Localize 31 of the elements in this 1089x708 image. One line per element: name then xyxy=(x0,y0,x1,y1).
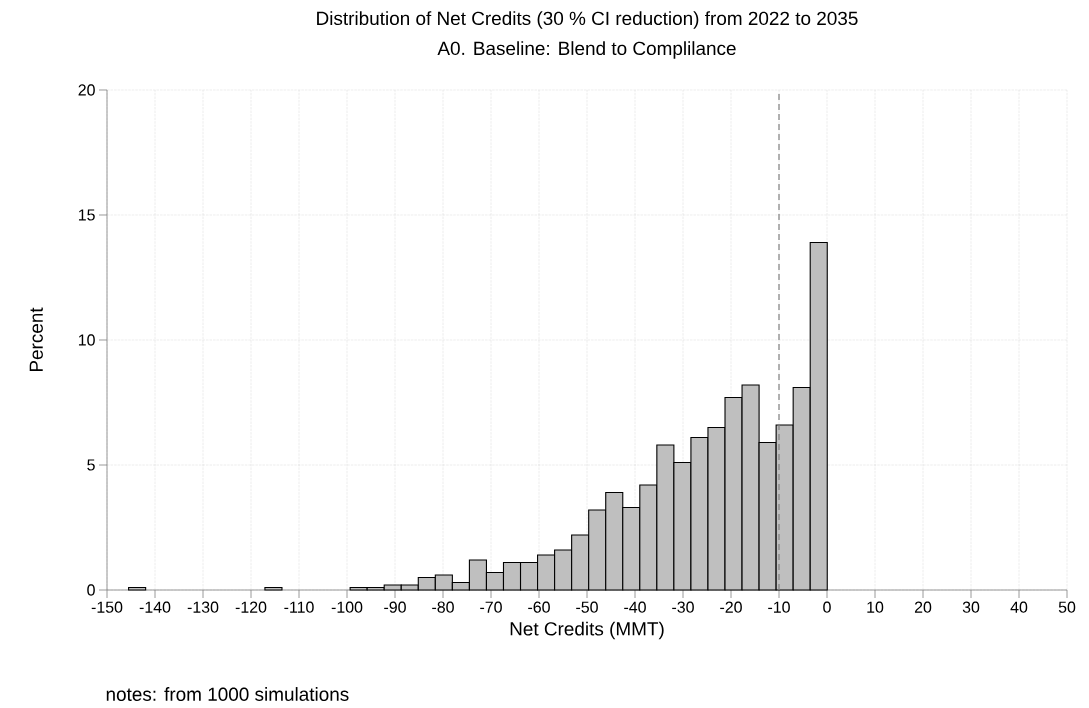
x-tick-label: -140 xyxy=(139,601,171,613)
y-axis-title: Percent xyxy=(29,307,43,372)
chart-title: Distribution of Net Credits (30 % CI reduction) from 2022 to 2035 xyxy=(317,11,858,29)
x-tick-label: -40 xyxy=(624,601,646,613)
x-axis-title: Net Credits (MMT) xyxy=(510,621,664,640)
y-tick-label: 15 xyxy=(78,209,95,221)
x-tick-label: -10 xyxy=(768,601,790,613)
chart-subtitle: A0. Baseline: Blend to Complilance xyxy=(437,41,736,59)
x-tick-label: -50 xyxy=(576,601,598,613)
x-tick-label: 30 xyxy=(962,601,980,613)
x-tick-label: 0 xyxy=(823,601,831,613)
x-tick-label: -100 xyxy=(331,601,363,613)
x-tick-label: -30 xyxy=(672,601,694,613)
x-tick-label: -90 xyxy=(384,601,406,613)
x-tick-label: 20 xyxy=(914,601,932,613)
text: notes: from 1000 simulations xyxy=(106,687,349,701)
x-tick-label: -150 xyxy=(91,601,123,613)
y-tick-label: 5 xyxy=(87,459,95,471)
y-tick-label: 20 xyxy=(78,84,95,96)
x-tick-label: -20 xyxy=(720,601,742,613)
x-tick-label: -80 xyxy=(432,601,454,613)
x-tick-label: 10 xyxy=(867,601,884,613)
x-tick-label: 40 xyxy=(1010,601,1028,613)
y-tick-label: 10 xyxy=(78,334,95,346)
x-tick-label: -110 xyxy=(284,601,314,613)
x-tick-label: -120 xyxy=(235,601,267,613)
y-tick-label: 0 xyxy=(87,584,95,596)
x-tick-label: -60 xyxy=(528,601,550,613)
x-tick-label: 50 xyxy=(1058,601,1076,613)
x-tick-label: -130 xyxy=(187,601,219,613)
x-tick-label: -70 xyxy=(480,601,502,613)
